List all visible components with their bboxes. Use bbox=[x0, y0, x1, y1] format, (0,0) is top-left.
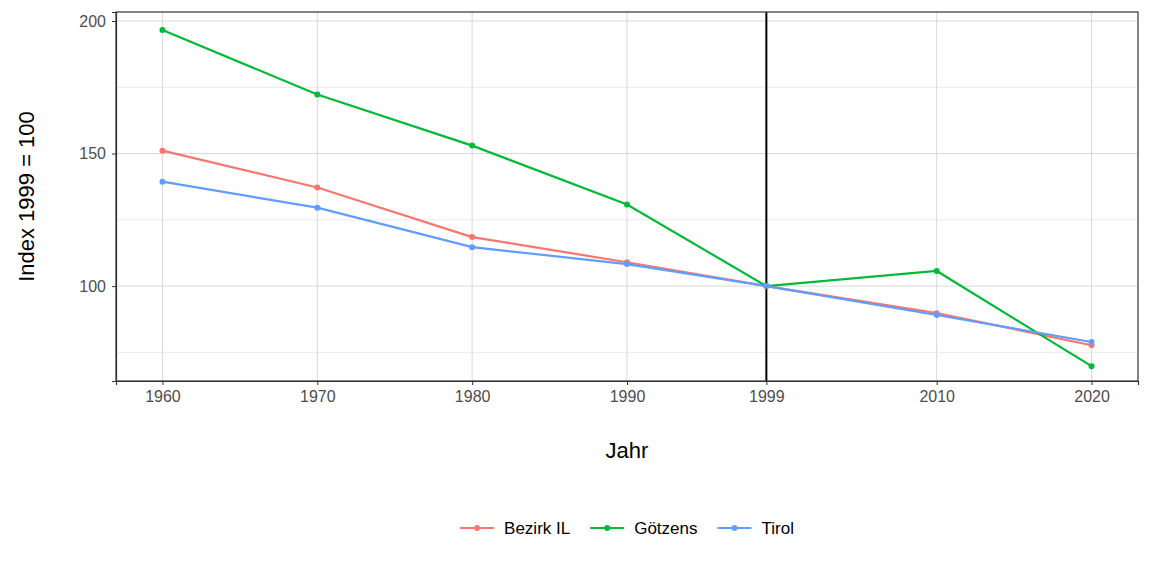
legend-marker bbox=[732, 525, 738, 531]
tick: 1990 bbox=[610, 381, 646, 405]
axis-line bbox=[112, 13, 117, 382]
tick: 1980 bbox=[455, 381, 491, 405]
x-axis: 1960 1970 1980 1990 1999 2010 2020 bbox=[117, 381, 1139, 405]
tick-mark bbox=[112, 154, 116, 155]
tick: 2020 bbox=[1074, 381, 1110, 405]
panel-border bbox=[116, 12, 1138, 381]
tick-mark bbox=[317, 381, 318, 385]
legend-item: Götzens bbox=[590, 519, 697, 538]
tick-label: 1999 bbox=[749, 388, 785, 405]
tick-mark bbox=[112, 286, 116, 287]
tick: 1999 bbox=[749, 381, 785, 405]
tick-mark bbox=[1092, 381, 1093, 385]
tick: 2010 bbox=[919, 381, 955, 405]
tick-mark bbox=[766, 381, 767, 385]
reference-line bbox=[765, 12, 767, 381]
series-point bbox=[624, 201, 630, 207]
tick-label: 1960 bbox=[145, 388, 181, 405]
tick-label: 150 bbox=[79, 145, 106, 162]
legend-item: Tirol bbox=[718, 519, 794, 538]
legend-marker bbox=[474, 525, 480, 531]
series-point bbox=[469, 143, 475, 149]
series-point bbox=[469, 244, 475, 250]
grid-line bbox=[936, 12, 937, 381]
series-point bbox=[469, 234, 475, 240]
tick-label: 2020 bbox=[1074, 388, 1110, 405]
panel-background bbox=[116, 12, 1138, 381]
tick-label: 2010 bbox=[919, 388, 955, 405]
series-point bbox=[159, 179, 165, 185]
series-point bbox=[934, 268, 940, 274]
legend-item: Bezirk IL bbox=[460, 519, 570, 538]
series-point bbox=[314, 91, 320, 97]
tick: 200 bbox=[79, 13, 116, 30]
tick: 150 bbox=[79, 145, 116, 162]
series-point bbox=[624, 261, 630, 267]
legend-label: Tirol bbox=[762, 519, 794, 538]
grid bbox=[116, 12, 1138, 381]
grid-line bbox=[766, 12, 767, 381]
grid-line bbox=[162, 12, 163, 381]
series-point bbox=[159, 27, 165, 33]
series-point bbox=[314, 205, 320, 211]
grid-line bbox=[472, 12, 473, 381]
x-axis-title: Jahr bbox=[606, 438, 649, 463]
y-axis-title: Index 1999 = 100 bbox=[14, 111, 39, 282]
tick-label: 1990 bbox=[610, 388, 646, 405]
series-point bbox=[763, 283, 769, 289]
tick-label: 100 bbox=[79, 278, 106, 295]
legend-label: Götzens bbox=[634, 519, 697, 538]
tick-mark bbox=[627, 381, 628, 385]
legend-label: Bezirk IL bbox=[504, 519, 570, 538]
series-point bbox=[934, 312, 940, 318]
legend-marker bbox=[604, 525, 610, 531]
tick-mark bbox=[937, 381, 938, 385]
legend: Bezirk IL Götzens Tirol bbox=[460, 519, 794, 538]
tick-label: 200 bbox=[79, 13, 106, 30]
tick-label: 1970 bbox=[300, 388, 336, 405]
tick: 100 bbox=[79, 278, 116, 295]
tick-mark bbox=[162, 381, 163, 385]
tick-label: 1980 bbox=[455, 388, 491, 405]
grid-line bbox=[627, 12, 628, 381]
series-line bbox=[162, 182, 1091, 342]
series-point bbox=[763, 283, 769, 289]
axis-line bbox=[117, 382, 1139, 386]
series-point bbox=[1089, 339, 1095, 345]
tick-mark bbox=[472, 381, 473, 385]
y-axis: 100 150 200 bbox=[79, 13, 116, 382]
series-point bbox=[159, 148, 165, 154]
series-point bbox=[1089, 363, 1095, 369]
plot: 1960 1970 1980 1990 1999 2010 2020 100 150 200 bbox=[79, 12, 1138, 405]
series-line bbox=[162, 151, 1091, 346]
series-point bbox=[763, 283, 769, 289]
series-line bbox=[162, 30, 1091, 366]
grid-line bbox=[317, 12, 318, 381]
tick: 1970 bbox=[300, 381, 336, 405]
grid-line bbox=[1091, 12, 1092, 381]
chart: 1960 1970 1980 1990 1999 2010 2020 100 150 200 Jah… bbox=[0, 0, 1152, 576]
tick-mark bbox=[112, 21, 116, 22]
series-group bbox=[159, 27, 1094, 369]
series-point bbox=[314, 184, 320, 190]
tick: 1960 bbox=[145, 381, 181, 405]
